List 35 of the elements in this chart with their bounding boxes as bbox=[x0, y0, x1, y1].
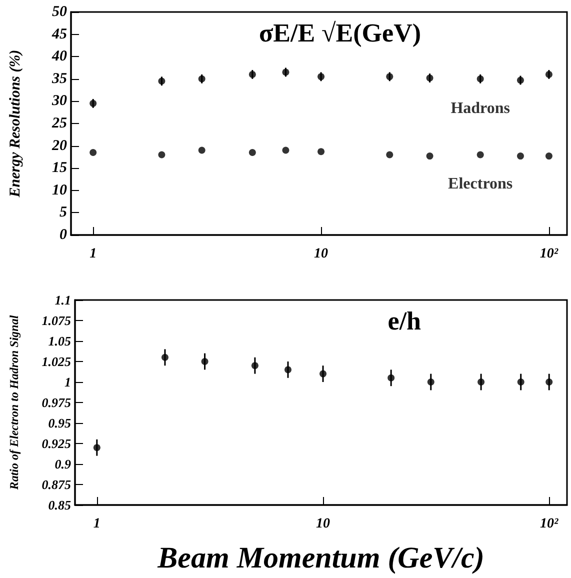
y-tick-label: 45 bbox=[51, 26, 68, 42]
y-tick-label: 1 bbox=[64, 374, 71, 390]
y-tick-label: 0.95 bbox=[48, 416, 72, 430]
y-axis-title: Energy Resolutions (%) bbox=[8, 50, 24, 198]
annotation: σE/E √E(GeV) bbox=[258, 18, 422, 48]
y-tick-label: 0 bbox=[60, 227, 68, 243]
y-tick-label: 20 bbox=[51, 138, 68, 154]
series-label: Hadrons bbox=[450, 100, 510, 117]
x-tick-label: 10 bbox=[316, 516, 330, 532]
x-tick-label: 10² bbox=[540, 246, 559, 262]
y-tick-label: 1.025 bbox=[42, 354, 72, 369]
y-axis-title: Ratio of Electron to Hadron Signal bbox=[7, 314, 21, 491]
y-tick-label: 0.85 bbox=[48, 498, 72, 512]
annotation: e/h bbox=[388, 306, 422, 336]
x-axis-title: Beam Momentum (GeV/c) bbox=[156, 542, 484, 574]
y-tick-label: 1.075 bbox=[42, 313, 72, 328]
y-tick-label: 40 bbox=[51, 48, 68, 65]
series-label: Electrons bbox=[448, 176, 513, 193]
y-tick-label: 0.875 bbox=[42, 477, 72, 492]
y-tick-label: 15 bbox=[52, 160, 68, 176]
y-tick-label: 1.05 bbox=[48, 334, 72, 348]
y-tick-label: 0.925 bbox=[42, 436, 72, 451]
x-tick-label: 1 bbox=[90, 246, 97, 262]
y-tick-label: 0.9 bbox=[54, 456, 72, 472]
x-tick-label: 1 bbox=[93, 516, 100, 532]
y-tick-label: 0.975 bbox=[42, 395, 72, 410]
y-tick-label: 25 bbox=[51, 116, 68, 132]
y-tick-label: 5 bbox=[60, 204, 68, 221]
y-tick-label: 30 bbox=[51, 93, 68, 110]
y-tick-label: 35 bbox=[51, 70, 68, 87]
y-tick-label: 10 bbox=[52, 182, 68, 198]
x-tick-label: 10² bbox=[540, 516, 559, 532]
y-tick-label: 1.1 bbox=[54, 292, 71, 308]
x-tick-label: 10 bbox=[314, 246, 328, 262]
y-tick-label: 50 bbox=[52, 4, 68, 20]
